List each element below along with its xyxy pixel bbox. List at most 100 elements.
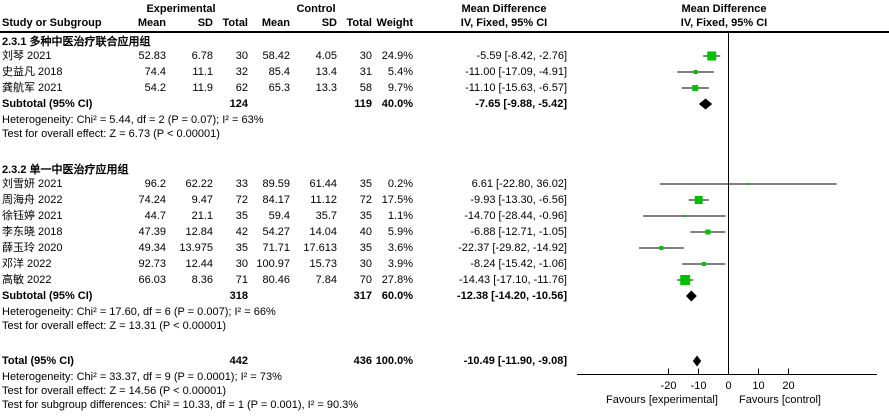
- cell-ctl-total: 35: [359, 178, 372, 190]
- header-weight: Weight: [376, 17, 413, 29]
- cell-ctl-mean: 59.4: [268, 210, 290, 222]
- cell-ctl-mean: 100.97: [256, 258, 290, 270]
- cell-exp-sd: 6.78: [191, 50, 213, 62]
- heterogeneity-text: Heterogeneity: Chi² = 33.37, df = 9 (P =…: [2, 371, 282, 383]
- tick-label: -10: [691, 380, 707, 392]
- effect-marker: [701, 262, 706, 266]
- cell-study: 高敏 2022: [2, 274, 52, 286]
- subgroup-header-row: 2.3.2 单一中医治疗应用组: [0, 162, 580, 178]
- cell-ctl-mean: 65.3: [268, 82, 290, 94]
- cell-ctl-sd: 13.4: [315, 66, 337, 78]
- header-study-or-subgroup: Study or Subgroup: [2, 17, 102, 29]
- subgroup-title: 2.3.2 单一中医治疗应用组: [2, 164, 129, 176]
- cell-ctl-total: 58: [359, 82, 372, 94]
- effect-marker: [680, 275, 691, 285]
- cell-exp-sd: 11.9: [192, 82, 213, 94]
- cell-exp-total: 124: [229, 98, 248, 110]
- heterogeneity-row: Heterogeneity: Chi² = 17.60, df = 6 (P =…: [0, 304, 580, 320]
- subgroup-title: 2.3.1 多种中医治疗联合应用组: [2, 36, 151, 48]
- cell-weight: 27.8%: [381, 274, 413, 286]
- cell-exp-total: 30: [235, 50, 248, 62]
- cell-weight: 3.9%: [387, 258, 413, 270]
- cell-study: 李东晓 2018: [2, 226, 63, 238]
- cell-ctl-mean: 80.46: [262, 274, 290, 286]
- cell-ci-text: -22.37 [-29.82, -14.92]: [458, 242, 567, 254]
- cell-ctl-total: 317: [353, 290, 372, 302]
- cell-weight: 17.5%: [381, 194, 413, 206]
- cell-ctl-sd: 7.84: [315, 274, 337, 286]
- cell-ci-text: -11.10 [-15.63, -6.57]: [465, 82, 567, 94]
- subgroup-header-row: 2.3.1 多种中医治疗联合应用组: [0, 34, 580, 50]
- cell-study: 徐钰婷 2021: [2, 210, 63, 222]
- cell-pooled-label: Subtotal (95% CI): [2, 98, 93, 110]
- cell-ctl-total: 40: [359, 226, 372, 238]
- cell-ci-text: -14.70 [-28.44, -0.96]: [464, 210, 567, 222]
- tick-label: 0: [725, 380, 731, 392]
- pooled-diamond: [698, 98, 713, 110]
- cell-ctl-mean: 84.17: [262, 194, 290, 206]
- study-row: 高敏 2022 66.03 8.36 71 80.46 7.84 70 27.8% -14.43…: [0, 272, 580, 288]
- cell-ctl-mean: 85.4: [268, 66, 290, 78]
- header-ctl-mean: Mean: [261, 17, 290, 29]
- overall-effect-text: Test for overall effect: Z = 13.31 (P < …: [2, 320, 227, 332]
- total-heterogeneity-row: Heterogeneity: Chi² = 33.37, df = 9 (P =…: [0, 369, 580, 385]
- effect-marker: [693, 70, 698, 74]
- study-row: 刘雪妍 2021 96.2 62.22 33 89.59 61.44 35 0.2% 6.61 …: [0, 176, 580, 192]
- cell-ctl-sd: 17.613: [303, 242, 337, 254]
- cell-weight: 24.9%: [381, 50, 413, 62]
- cell-ctl-sd: 4.05: [315, 50, 337, 62]
- cell-exp-total: 71: [235, 274, 248, 286]
- cell-weight: 40.0%: [381, 98, 413, 110]
- header-separator: [0, 31, 889, 33]
- cell-ci-text: -10.49 [-11.90, -9.08]: [463, 355, 567, 367]
- cell-ci-text: 6.61 [-22.80, 36.02]: [471, 178, 567, 190]
- cell-exp-sd: 13.975: [179, 242, 213, 254]
- heterogeneity-text: Heterogeneity: Chi² = 17.60, df = 6 (P =…: [2, 306, 276, 318]
- effect-marker: [747, 183, 750, 185]
- cell-weight: 5.4%: [387, 66, 413, 78]
- cell-exp-total: 35: [235, 242, 248, 254]
- study-row: 史益凡 2018 74.4 11.1 32 85.4 13.4 31 5.4% -11.00 […: [0, 64, 580, 80]
- cell-ctl-sd: 35.7: [315, 210, 337, 222]
- cell-weight: 1.1%: [387, 210, 413, 222]
- cell-exp-mean: 74.24: [138, 194, 166, 206]
- cell-exp-mean: 49.34: [138, 242, 166, 254]
- cell-ci-text: -8.24 [-15.42, -1.06]: [470, 258, 567, 270]
- cell-study: 龚航军 2021: [2, 82, 63, 94]
- cell-pooled-label: Total (95% CI): [2, 355, 74, 367]
- cell-exp-sd: 11.1: [192, 66, 213, 78]
- cell-ctl-total: 31: [359, 66, 372, 78]
- cell-ctl-total: 119: [354, 98, 372, 110]
- cell-ci-text: -14.43 [-17.10, -11.76]: [458, 274, 567, 286]
- cell-ctl-total: 436: [353, 355, 372, 367]
- header-method-values: IV, Fixed, 95% CI: [460, 17, 548, 29]
- cell-exp-mean: 54.2: [144, 82, 166, 94]
- cell-ctl-total: 30: [359, 258, 372, 270]
- cell-exp-total: 62: [235, 82, 248, 94]
- subgroup-differences-row: Test for subgroup differences: Chi² = 10…: [0, 397, 580, 413]
- cell-exp-total: 42: [235, 226, 248, 238]
- cell-exp-sd: 12.44: [185, 258, 213, 270]
- cell-ctl-total: 72: [359, 194, 372, 206]
- cell-exp-sd: 12.84: [185, 226, 213, 238]
- effect-marker: [659, 246, 664, 250]
- heterogeneity-row: Heterogeneity: Chi² = 5.44, df = 2 (P = …: [0, 112, 580, 128]
- study-row: 李东晓 2018 47.39 12.84 42 54.27 14.04 40 5.9% -6.8…: [0, 224, 580, 240]
- study-row: 邓洋 2022 92.73 12.44 30 100.97 15.73 30 3.9% -8.2…: [0, 256, 580, 272]
- study-row: 徐钰婷 2021 44.7 21.1 35 59.4 35.7 35 1.1% -14.70 […: [0, 208, 580, 224]
- header-ctl-sd: SD: [321, 17, 337, 29]
- cell-ctl-sd: 13.3: [315, 82, 337, 94]
- subgroup-differences-text: Test for subgroup differences: Chi² = 10…: [2, 399, 359, 411]
- cell-ci-text: -11.00 [-17.09, -4.91]: [465, 66, 567, 78]
- cell-ctl-total: 30: [359, 50, 372, 62]
- study-row: 龚航军 2021 54.2 11.9 62 65.3 13.3 58 9.7% -11.10 […: [0, 80, 580, 96]
- cell-study: 刘雪妍 2021: [2, 178, 63, 190]
- cell-weight: 100.0%: [375, 355, 413, 367]
- cell-exp-sd: 9.47: [191, 194, 213, 206]
- cell-weight: 60.0%: [381, 290, 413, 302]
- cell-ctl-mean: 58.42: [262, 50, 290, 62]
- cell-ctl-mean: 89.59: [262, 178, 290, 190]
- study-row: 薛玉玲 2020 49.34 13.975 35 71.71 17.613 35 3.6% -2…: [0, 240, 580, 256]
